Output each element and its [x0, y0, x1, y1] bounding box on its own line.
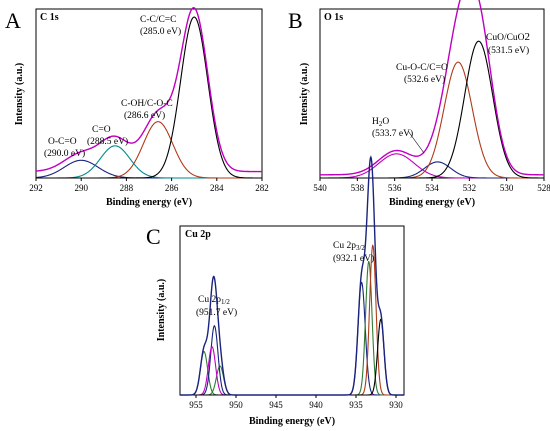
annotation-cc-name: C-C/C=C: [140, 15, 177, 25]
annotation-h2o-name: H2O: [372, 117, 389, 128]
panel-a-x-tick-label-290: 290: [74, 183, 88, 193]
annotation-cuoc-name: Cu-O-C/C=O: [396, 63, 448, 73]
panel-c-x-tick-label-930: 930: [389, 400, 403, 410]
panel-letter-c: C: [146, 224, 161, 249]
panel-c-x-axis-title: Binding energy (eV): [249, 416, 335, 427]
panel-a-x-axis-title: Binding energy (eV): [106, 197, 192, 208]
panel-b-x-tick-label-528: 528: [537, 183, 550, 193]
panel-c-cu2p: C Cu 2p 955 950 945 940 935 930 Binding energ…: [146, 155, 405, 427]
annotation-h2o-leader: [407, 130, 425, 154]
panel-letter-a: A: [5, 8, 21, 33]
annotation-cuoc-energy: (532.6 eV): [404, 74, 445, 85]
panel-c-series: [180, 155, 404, 396]
panel-c-y-axis-title: Intensity (a.u.): [156, 279, 167, 342]
panel-b-x-tick-label-530: 530: [500, 183, 514, 193]
panel-b-x-axis-title: Binding energy (eV): [389, 197, 475, 208]
panel-b-x-ticks: 540 538 536 534 532 530 528: [313, 178, 550, 193]
panel-a-x-tick-label-286: 286: [165, 183, 179, 193]
panel-letter-b: B: [288, 8, 303, 33]
panel-a-y-axis-title: Intensity (a.u.): [14, 63, 25, 126]
panel-a-x-tick-label-288: 288: [120, 183, 134, 193]
panel-a-x-ticks: 292 290 288 286 284 282: [29, 178, 269, 193]
annotation-co-energy: (288.5 eV): [87, 136, 128, 147]
panel-a-label: C 1s: [40, 12, 59, 23]
annotation-cuo-energy: (531.5 eV): [488, 45, 529, 56]
annotation-cu2p32-name: Cu 2p3/2: [333, 241, 365, 252]
panel-a-series: [35, 7, 262, 179]
panel-b-x-tick-label-532: 532: [463, 183, 477, 193]
panel-c-x-tick-label-950: 950: [229, 400, 243, 410]
panel-b-y-axis-title: Intensity (a.u.): [299, 63, 310, 126]
panel-b-o1s: B O 1s 540 538 536 534 532 530 528 Binding ene…: [288, 0, 550, 208]
panel-b-x-tick-label-538: 538: [351, 183, 365, 193]
panel-c-peak-932.9: [180, 244, 404, 396]
annotation-cu2p32-energy: (932.1 eV): [333, 253, 374, 264]
annotation-coh-energy: (286.6 eV): [124, 110, 165, 121]
panel-a-c1s: A C 1s 292 290 288 286 284 282 Binding energy…: [5, 7, 269, 208]
panel-a-x-tick-label-284: 284: [210, 183, 224, 193]
panel-b-envelope-line: [320, 0, 544, 176]
panel-a-peak-285: [36, 16, 262, 179]
panel-a-x-tick-label-282: 282: [255, 183, 269, 193]
panel-b-x-tick-label-534: 534: [425, 183, 439, 193]
annotation-oco-name: O-C=O: [48, 137, 77, 147]
annotation-oco-energy: (290.0 eV): [44, 148, 85, 159]
panel-c-label: Cu 2p: [185, 229, 211, 240]
annotation-coh-name: C-OH/C-O-C: [121, 99, 173, 109]
panel-c-peak-952.7: [180, 325, 404, 396]
panel-b-series: [320, 0, 544, 179]
panel-c-x-tick-label-955: 955: [189, 400, 203, 410]
annotation-co-name: C=O: [92, 125, 111, 135]
annotation-cu2p12-energy: (951.7 eV): [196, 307, 237, 318]
annotation-h2o-energy: (533.7 eV): [372, 128, 413, 139]
panel-b-label: O 1s: [324, 12, 343, 23]
panel-c-x-tick-label-940: 940: [309, 400, 323, 410]
panel-c-x-ticks: 955 950 945 940 935 930: [189, 395, 403, 410]
panel-a-envelope-line: [35, 7, 262, 173]
panel-a-x-tick-label-292: 292: [29, 183, 43, 193]
panel-c-peak-931.9: [180, 318, 404, 396]
panel-c-x-tick-label-935: 935: [349, 400, 363, 410]
annotation-cc-energy: (285.0 eV): [140, 26, 181, 37]
panel-b-x-tick-label-540: 540: [313, 183, 327, 193]
panel-c-envelope-line: [180, 155, 404, 396]
annotation-cuo-name: CuO/CuO2: [486, 31, 530, 43]
panel-b-x-tick-label-536: 536: [388, 183, 402, 193]
annotation-cu2p12-name: Cu 2p1/2: [198, 295, 230, 306]
panel-c-x-tick-label-945: 945: [269, 400, 283, 410]
